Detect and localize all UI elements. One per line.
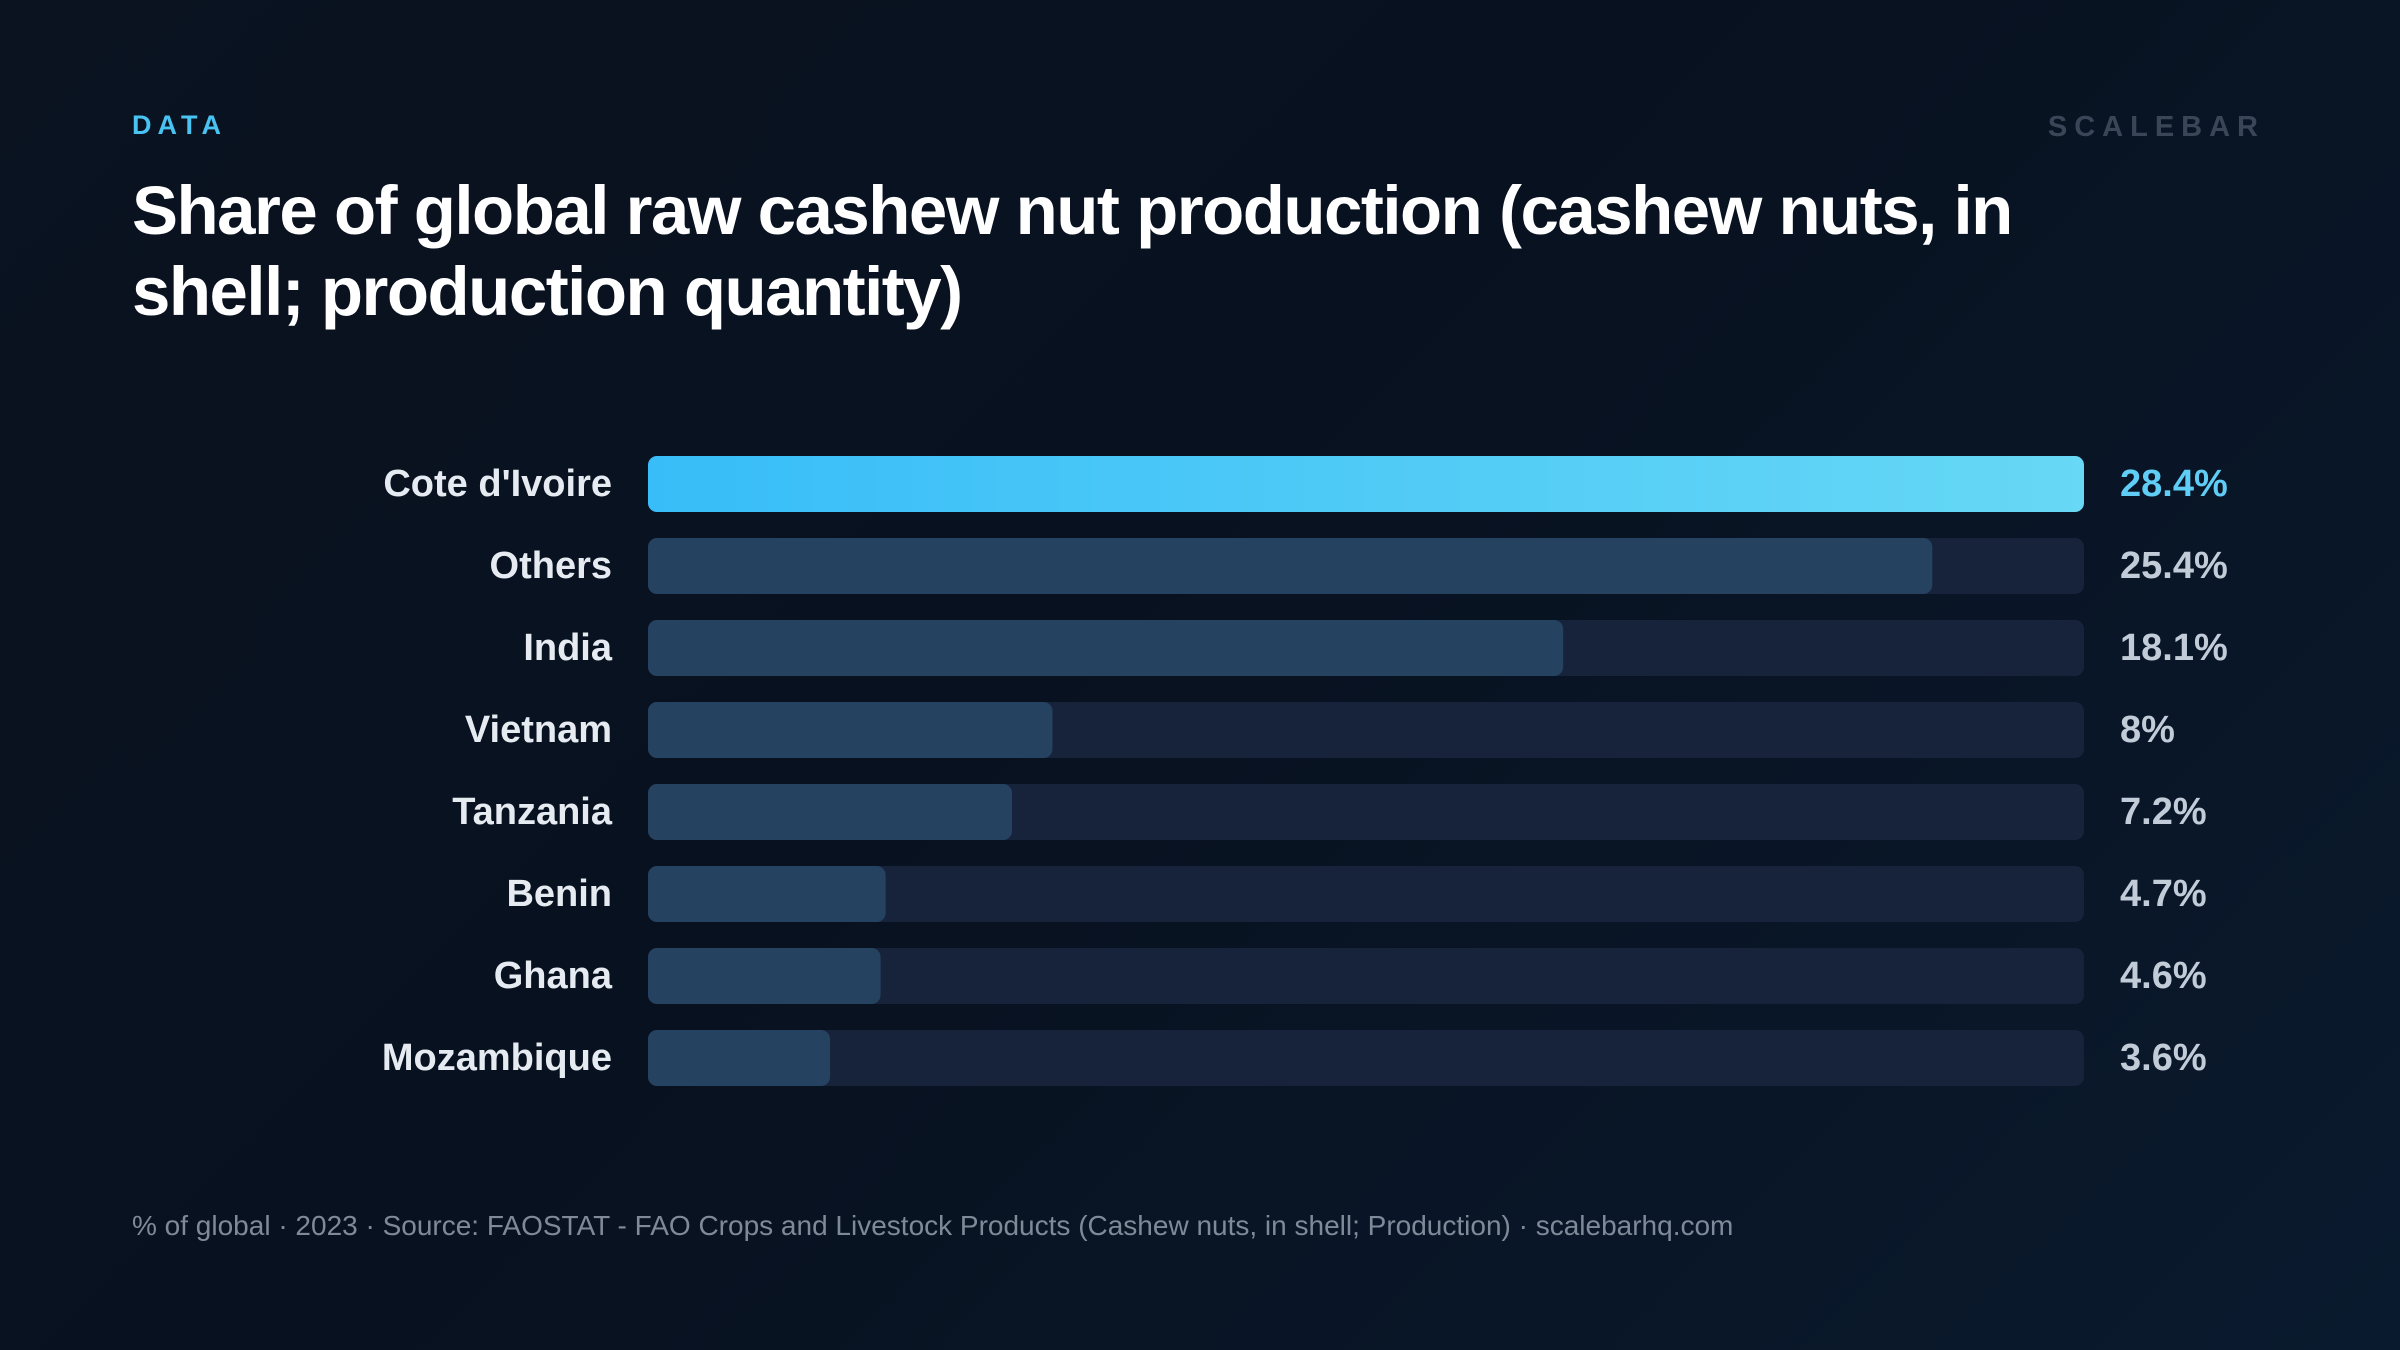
bar — [648, 1030, 831, 1086]
bar — [648, 784, 1013, 840]
bar-track — [648, 866, 2084, 922]
category-label: Benin — [506, 873, 612, 915]
category-label: Mozambique — [382, 1037, 612, 1079]
bar-track — [648, 1030, 2084, 1086]
bar — [648, 538, 1933, 594]
bar-chart: Cote d'Ivoire 28.4% Others 25.4% India 18.1% V… — [382, 456, 2228, 1086]
category-label: Tanzania — [452, 791, 613, 833]
bar — [648, 702, 1053, 758]
category-label: Others — [490, 545, 612, 587]
value-label: 3.6% — [2120, 1037, 2207, 1079]
category-label: India — [523, 627, 613, 669]
bar-group: Cote d'Ivoire 28.4% Others 25.4% India 18.1% V… — [382, 456, 2228, 1086]
chart-title: Share of global raw cashew nut productio… — [132, 172, 2013, 330]
value-label: 25.4% — [2120, 545, 2228, 587]
category-label: Cote d'Ivoire — [383, 463, 612, 505]
value-label: 28.4% — [2120, 463, 2228, 505]
bar — [648, 456, 2084, 512]
value-label: 4.7% — [2120, 873, 2207, 915]
footer-source-note: % of global · 2023 · Source: FAOSTAT - F… — [132, 1210, 1734, 1241]
category-label: Vietnam — [465, 709, 612, 751]
brand-logo: SCALEBAR — [2047, 111, 2265, 143]
bar-track — [648, 948, 2084, 1004]
value-label: 4.6% — [2120, 955, 2207, 997]
value-label: 7.2% — [2120, 791, 2207, 833]
bar — [648, 620, 1564, 676]
value-label: 18.1% — [2120, 627, 2228, 669]
bar — [648, 866, 886, 922]
kicker-label: DATA — [132, 110, 227, 140]
value-label: 8% — [2120, 709, 2175, 751]
bar — [648, 948, 881, 1004]
category-label: Ghana — [494, 955, 613, 997]
